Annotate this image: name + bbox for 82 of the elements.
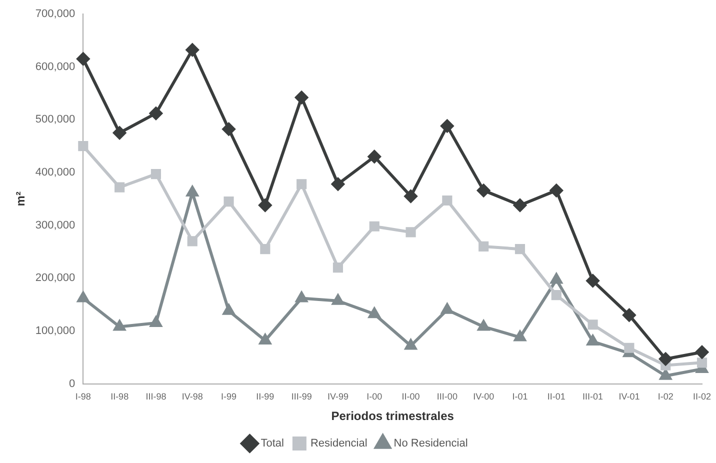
legend-label: No Residencial (394, 438, 468, 450)
point (259, 334, 272, 344)
point (186, 43, 199, 56)
point (76, 52, 90, 66)
point (514, 244, 526, 254)
point (514, 330, 526, 342)
point (260, 244, 270, 254)
legend-label: Residencial (310, 438, 368, 450)
x-tick-label: I-99 (221, 392, 237, 402)
point (296, 179, 307, 190)
point (696, 358, 708, 368)
point (224, 196, 234, 207)
point (550, 184, 563, 197)
x-tick-label: II-00 (402, 392, 420, 402)
y-tick-label: 500,000 (35, 114, 76, 126)
point (588, 320, 598, 330)
point (113, 126, 126, 140)
point (513, 198, 526, 212)
x-tick-label: II-98 (110, 392, 129, 402)
point (441, 303, 454, 314)
x-tick-label: IV-98 (182, 392, 203, 402)
point (440, 119, 454, 132)
x-tick-label: II-01 (547, 392, 566, 402)
point (368, 308, 380, 318)
point (114, 182, 125, 192)
point (332, 262, 344, 273)
y-tick-label: 600,000 (35, 60, 76, 73)
x-tick-label: IV-01 (618, 392, 640, 402)
point (331, 178, 344, 191)
x-axis-title: Periodos trimestrales (331, 409, 454, 424)
point (551, 290, 562, 300)
point (404, 339, 417, 350)
x-tick-label: IV-99 (327, 392, 348, 402)
point (222, 304, 235, 315)
point (404, 190, 418, 203)
point (586, 274, 600, 288)
point (478, 241, 489, 252)
point (624, 342, 634, 353)
point (222, 122, 236, 136)
point (78, 141, 88, 152)
x-tick-label: II-99 (256, 392, 274, 402)
point (659, 352, 672, 366)
legend-label: Total (260, 438, 284, 450)
x-tick-label: III-00 (436, 392, 458, 402)
point (622, 308, 636, 322)
point (186, 186, 198, 197)
point (149, 106, 162, 120)
point (296, 292, 308, 302)
point (150, 316, 162, 328)
x-tick-label: I-98 (75, 392, 91, 402)
point (442, 195, 452, 206)
point (369, 221, 380, 232)
y-tick-label: 300,000 (35, 219, 76, 232)
point (406, 227, 416, 238)
point (258, 198, 272, 212)
y-tick-label: 100,000 (35, 325, 76, 338)
point (550, 273, 562, 284)
x-tick-label: III-99 (291, 392, 312, 402)
point (332, 294, 344, 305)
y-axis-title: m² (14, 192, 28, 206)
y-tick-label: 200,000 (35, 272, 76, 284)
x-tick-label: IV-00 (473, 392, 494, 402)
x-tick-label: III-98 (146, 392, 166, 402)
point (114, 320, 126, 331)
point (295, 90, 308, 104)
point (368, 150, 381, 164)
point (478, 320, 490, 331)
y-tick-label: 700,000 (35, 8, 76, 20)
y-tick-label: 400,000 (35, 166, 76, 179)
point (586, 335, 599, 346)
point (696, 346, 708, 359)
y-tick-label: 0 (69, 378, 76, 390)
point (477, 184, 490, 197)
point (660, 369, 672, 380)
point (187, 236, 198, 246)
x-tick-label: III-01 (582, 392, 604, 402)
x-tick-label: I-02 (658, 392, 674, 402)
x-tick-label: II-02 (692, 392, 712, 402)
point (77, 292, 89, 302)
point (150, 169, 161, 180)
x-tick-label: I-01 (512, 392, 528, 402)
x-tick-label: I-00 (366, 392, 382, 402)
